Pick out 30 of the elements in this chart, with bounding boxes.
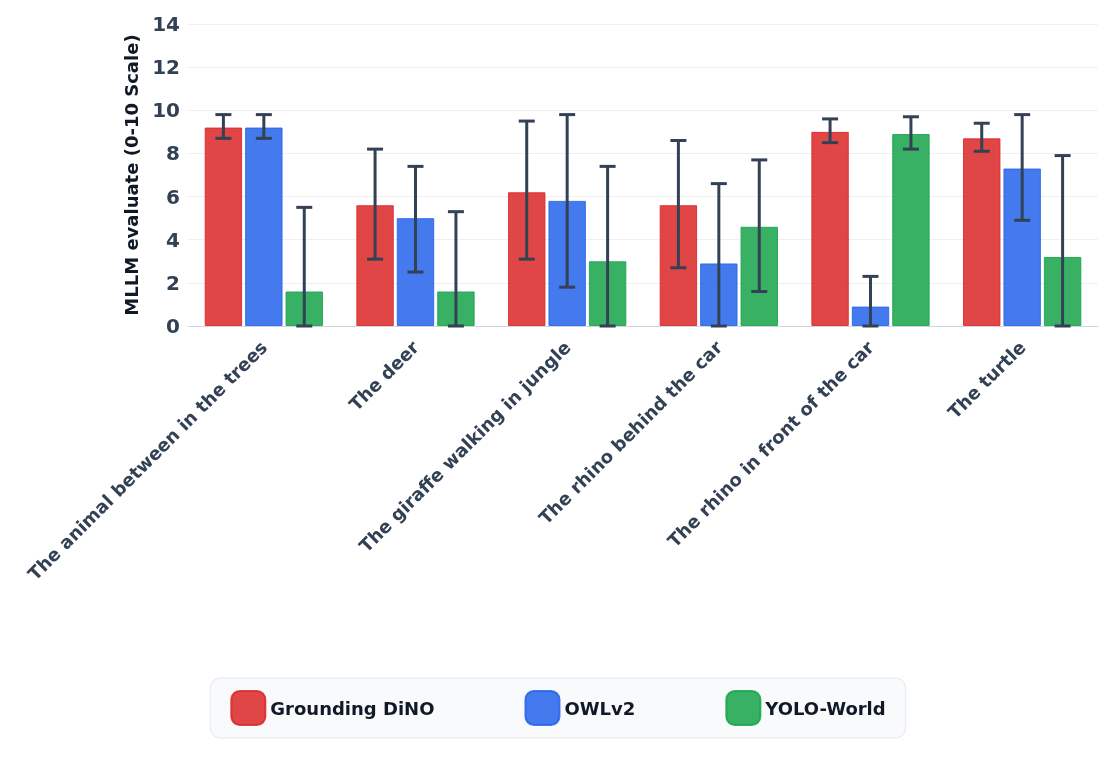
bar (396, 218, 435, 326)
y-tick-label: 2 (166, 270, 180, 295)
y-tick-label: 8 (166, 141, 180, 166)
bar (508, 192, 546, 326)
legend-label: Grounding DiNO (270, 697, 435, 719)
bar (1043, 256, 1082, 326)
legend-label: YOLO-World (764, 697, 886, 719)
bar (437, 291, 475, 326)
bar (963, 138, 1001, 326)
bar (245, 127, 283, 326)
bar (740, 226, 778, 326)
y-tick-label: 12 (152, 55, 180, 80)
bar (548, 200, 586, 326)
bar (659, 205, 698, 326)
bar (811, 131, 849, 326)
bar (1003, 168, 1041, 326)
legend-label: OWLv2 (564, 697, 636, 719)
bar (204, 127, 243, 326)
bar (588, 261, 627, 326)
y-tick-label: 0 (166, 314, 180, 338)
bar (356, 205, 394, 326)
y-tick-label: 14 (152, 12, 180, 36)
bar (851, 306, 890, 326)
y-tick-label: 4 (166, 227, 180, 252)
y-tick-label: 6 (166, 184, 180, 209)
y-axis-title: MLLM evaluate (0-10 Scale) (120, 34, 142, 316)
bar (285, 291, 323, 326)
bar (892, 134, 930, 326)
bar (700, 263, 738, 326)
y-tick-label: 10 (152, 98, 180, 123)
